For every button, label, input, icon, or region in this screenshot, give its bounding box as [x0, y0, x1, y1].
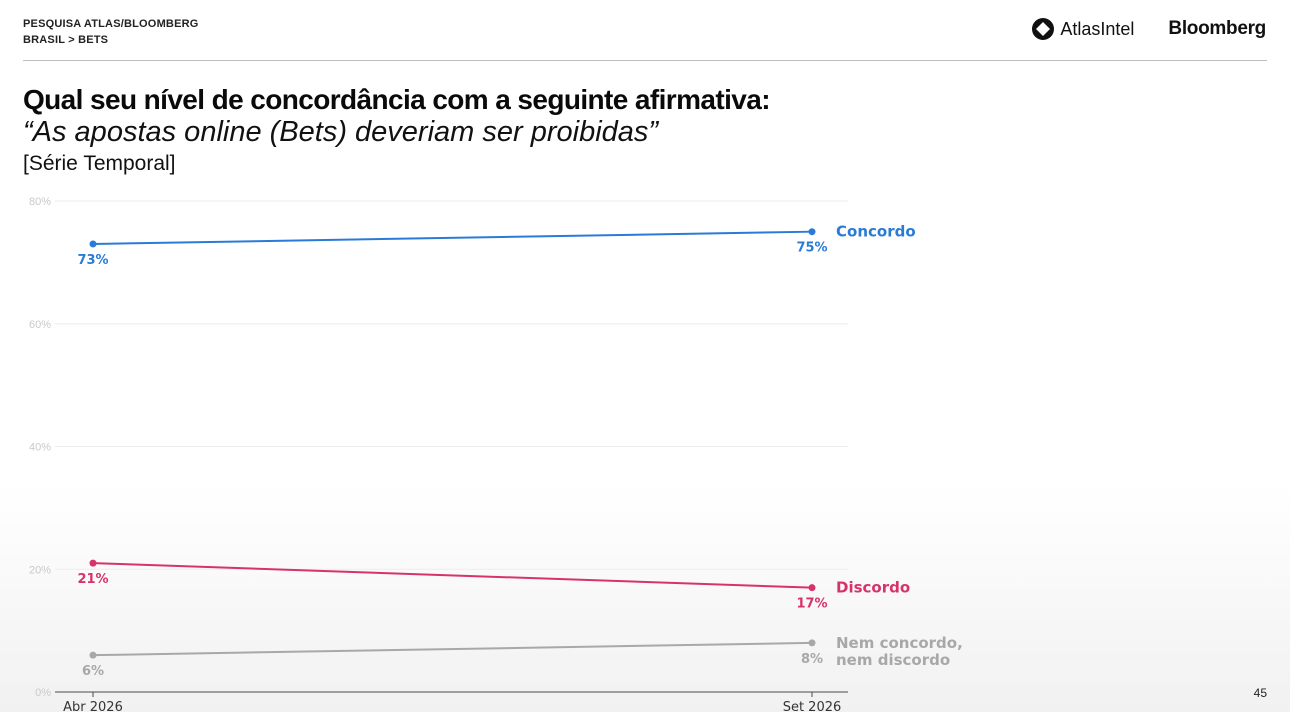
discordo-point	[89, 559, 97, 567]
y-tick-label: 60%	[29, 319, 51, 331]
nem-concordo-nem-discordo-point	[89, 651, 97, 659]
nem-concordo-nem-discordo-series-line	[92, 641, 813, 657]
concordo-data-label: 75%	[796, 241, 827, 256]
concordo-point	[89, 240, 97, 248]
page-title: Qual seu nível de concordância com a seg…	[23, 84, 771, 115]
atlasintel-logo: AtlasIntel	[1031, 17, 1134, 41]
header-divider	[23, 60, 1267, 61]
concordo-data-label: 73%	[77, 253, 108, 268]
breadcrumb: BRASIL > BETS	[23, 34, 109, 46]
discordo-series-line	[92, 562, 813, 589]
y-tick-label: 40%	[29, 442, 51, 454]
x-tick-label: Abr 2026	[63, 700, 123, 712]
discordo-series-label: Discordo	[836, 579, 910, 597]
nem-concordo-nem-discordo-series-label: Nem concordo,	[836, 634, 963, 652]
question-statement: “As apostas online (Bets) deveriam ser p…	[23, 116, 659, 148]
nem-concordo-nem-discordo-data-label: 6%	[82, 664, 104, 679]
nem-concordo-nem-discordo-series-label: nem discordo	[836, 651, 950, 669]
discordo-point	[808, 584, 816, 592]
discordo-data-label: 17%	[796, 597, 827, 612]
page-number: 45	[1253, 686, 1267, 700]
atlasintel-logo-text: AtlasIntel	[1060, 18, 1135, 39]
report-source: PESQUISA ATLAS/BLOOMBERG	[23, 18, 199, 30]
bloomberg-logo: Bloomberg	[1168, 18, 1266, 39]
x-tick-label: Set 2026	[783, 700, 842, 712]
y-tick-label: 0%	[35, 687, 51, 699]
concordo-series-line	[92, 230, 813, 245]
nem-concordo-nem-discordo-point	[808, 639, 816, 647]
y-tick-label: 20%	[29, 564, 51, 576]
atlasintel-mark-icon	[1032, 18, 1055, 40]
discordo-data-label: 21%	[77, 572, 108, 587]
concordo-point	[808, 228, 816, 236]
nem-concordo-nem-discordo-data-label: 8%	[801, 652, 823, 667]
report-header: PESQUISA ATLAS/BLOOMBERG BRASIL > BETS	[23, 16, 199, 48]
series-note: [Série Temporal]	[23, 152, 176, 175]
concordo-series-label: Concordo	[836, 223, 916, 241]
logos: AtlasIntel Bloomberg	[1031, 17, 1266, 41]
y-tick-label: 80%	[29, 196, 51, 208]
